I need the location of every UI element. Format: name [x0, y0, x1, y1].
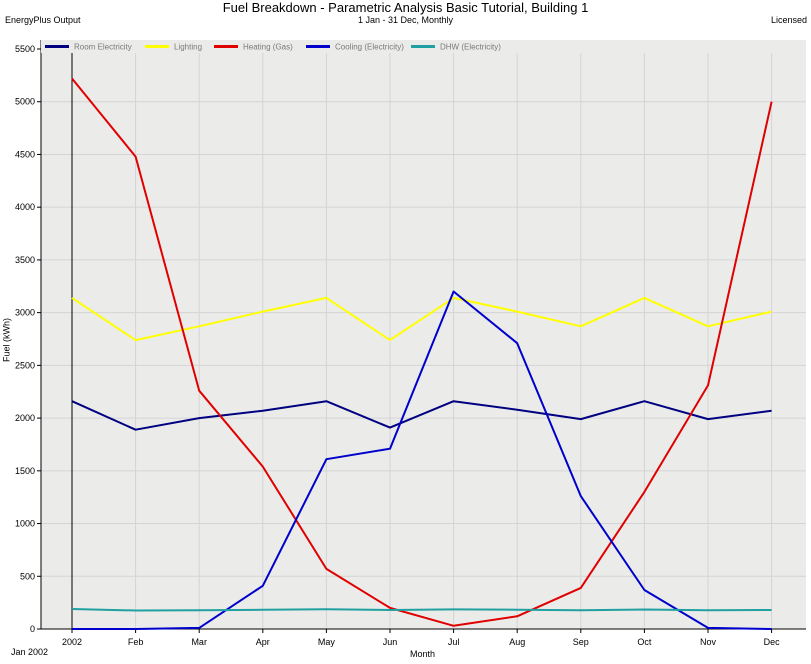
- legend: Room Electricity Lighting Heating (Gas) Coo…: [45, 43, 501, 52]
- x-tick-label: Sep: [573, 637, 589, 647]
- x-tick-label: Jul: [448, 637, 460, 647]
- legend-label-cooling-electricity: Cooling (Electricity): [335, 43, 404, 52]
- y-axis-title: Fuel (kWh): [1, 317, 12, 363]
- x-tick-label: Feb: [128, 637, 144, 647]
- y-tick-label: 4000: [15, 202, 35, 212]
- x-tick-label: 2002: [62, 637, 82, 647]
- y-tick-label: 0: [30, 624, 35, 634]
- legend-label-room-electricity: Room Electricity: [74, 43, 132, 52]
- series-line-heating-gas: [71, 77, 773, 627]
- y-tick-label: 1000: [15, 519, 35, 529]
- output-source-label: EnergyPlus Output: [5, 15, 81, 25]
- y-tick-label: 500: [20, 571, 35, 581]
- series-line-cooling-electricity: [72, 290, 772, 630]
- y-axis-ticks: 0 500 1000 1500 2000 2500 3000 3500 4000 4500 5000…: [15, 44, 41, 634]
- series-line-dhw-electricity: [71, 608, 772, 612]
- period-start-label: Jan 2002: [11, 647, 49, 657]
- x-tick-label: Nov: [700, 637, 717, 647]
- x-axis-title: Month: [409, 649, 435, 659]
- legend-label-dhw-electricity: DHW (Electricity): [440, 43, 501, 52]
- license-label: Licensed: [770, 15, 807, 25]
- series-line-room-electricity: [71, 400, 772, 431]
- legend-label-lighting: Lighting: [174, 43, 202, 52]
- y-tick-label: 2000: [15, 413, 35, 423]
- y-tick-label: 5000: [15, 97, 35, 107]
- x-tick-label: May: [318, 637, 336, 647]
- chart-title: Fuel Breakdown - Parametric Analysis Bas…: [222, 0, 589, 15]
- x-tick-label: Oct: [637, 637, 652, 647]
- y-tick-label: 4500: [15, 149, 35, 159]
- x-tick-label: Dec: [764, 637, 781, 647]
- x-tick-label: Aug: [509, 637, 525, 647]
- series-line-lighting: [71, 296, 772, 342]
- series-lines: [71, 77, 773, 630]
- x-tick-label: Apr: [256, 637, 270, 647]
- y-tick-label: 5500: [15, 44, 35, 54]
- plot-area: [41, 40, 806, 629]
- x-tick-label: Jun: [383, 637, 398, 647]
- legend-label-heating-gas: Heating (Gas): [243, 43, 293, 52]
- y-tick-label: 1500: [15, 466, 35, 476]
- x-axis-ticks: 2002 Feb Mar Apr May Jun Jul Aug Sep Oct Nov Dec: [62, 629, 780, 647]
- chart-subtitle: 1 Jan - 31 Dec, Monthly: [357, 15, 454, 25]
- x-tick-label: Mar: [191, 637, 207, 647]
- y-tick-label: 2500: [15, 360, 35, 370]
- y-tick-label: 3000: [15, 308, 35, 318]
- y-tick-label: 3500: [15, 255, 35, 265]
